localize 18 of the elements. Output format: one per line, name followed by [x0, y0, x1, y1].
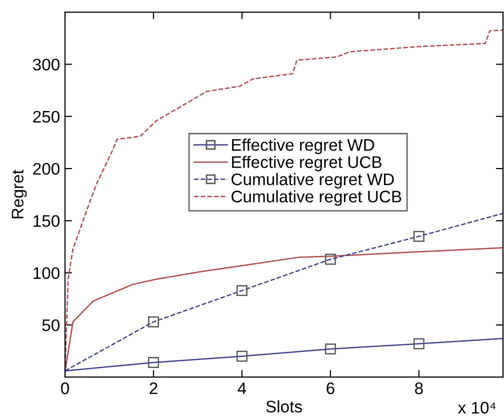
legend-label: Cumulative regret WD: [232, 173, 394, 189]
x-tick-label: 2: [150, 382, 158, 394]
y-tick-label: 250: [33, 110, 60, 123]
y-tick-label: 100: [34, 267, 60, 280]
x-tick-label: 6: [326, 382, 334, 394]
x-axis-title: Slots: [266, 400, 302, 413]
y-axis-title: Regret: [12, 170, 27, 218]
text: x 10⁴: [458, 402, 496, 414]
y-tick-label: 200: [33, 162, 60, 175]
x-tick-label: 8: [415, 382, 423, 394]
x-tick-label: 0: [61, 382, 69, 394]
legend-label: Effective regret WD: [232, 138, 374, 154]
y-tick-label: 50: [42, 319, 60, 332]
y-tick-label: 150: [34, 215, 60, 227]
legend-label: Effective regret UCB: [232, 156, 382, 172]
y-tick-label: 300: [32, 58, 60, 70]
legend-label: Cumulative regret UCB: [232, 190, 402, 206]
x-tick-label: 4: [238, 382, 246, 394]
